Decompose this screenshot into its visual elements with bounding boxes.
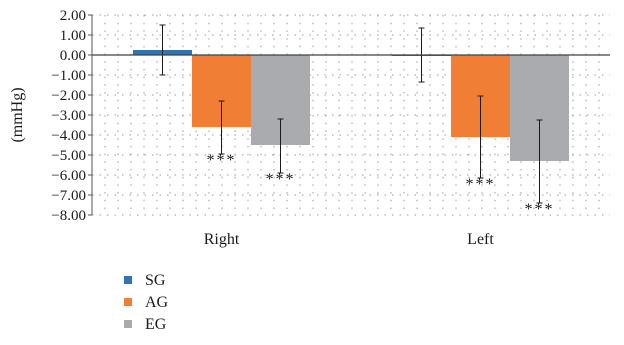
significance-marker: *** [207, 152, 237, 169]
y-tick-label: −1.00 [51, 68, 86, 84]
legend-label-sg: SG [145, 272, 166, 289]
y-tick-label: −3.00 [51, 108, 86, 124]
legend: SG AG EG [124, 272, 169, 333]
legend-swatch-sg [124, 276, 132, 284]
category-labels: Right Left [204, 231, 495, 248]
significance-marker: *** [466, 176, 496, 193]
significance-marker: *** [266, 171, 296, 188]
grid-lines [88, 14, 610, 216]
y-tick-label: −2.00 [51, 88, 86, 104]
y-tick-label: −6.00 [51, 168, 86, 184]
significance-marker: *** [525, 201, 555, 218]
y-tick-label: −7.00 [51, 188, 86, 204]
bars [133, 50, 569, 161]
y-axis-tick-labels: 2.00 1.00 0.00 −1.00 −2.00 −3.00 −4.00 −5.00 −6.… [51, 8, 86, 224]
y-tick-label: −5.00 [51, 148, 86, 164]
category-label-left: Left [467, 231, 494, 248]
legend-label-ag: AG [145, 294, 169, 311]
y-tick-label: 2.00 [60, 8, 86, 24]
legend-swatch-eg [124, 320, 132, 328]
y-tick-label: 0.00 [60, 48, 86, 64]
y-tick-label: 1.00 [60, 28, 86, 44]
error-bars [159, 24, 543, 204]
legend-swatch-ag [124, 298, 132, 306]
y-axis-title: (mmHg) [9, 87, 26, 142]
y-tick-label: −8.00 [51, 208, 86, 224]
category-label-right: Right [204, 231, 240, 248]
significance-markers: *** *** *** *** [207, 152, 555, 218]
y-tick-label: −4.00 [51, 128, 86, 144]
legend-label-eg: EG [145, 316, 167, 333]
